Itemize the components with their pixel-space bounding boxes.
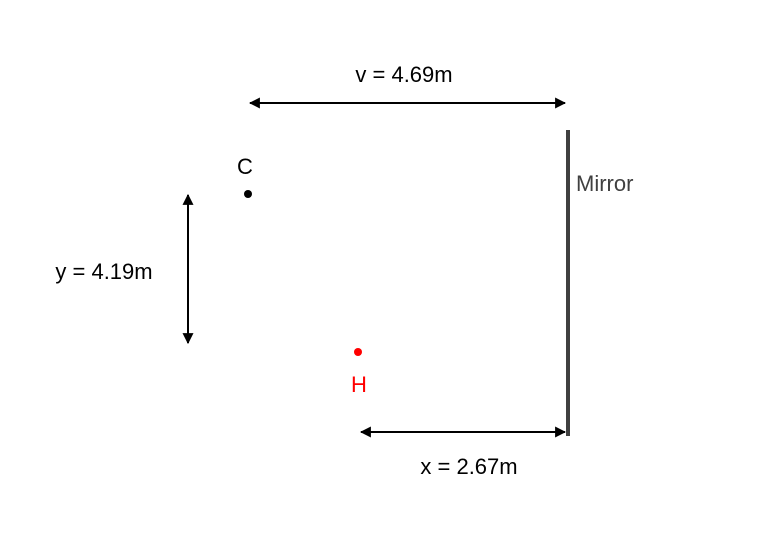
x-label: x = 2.67m bbox=[420, 454, 517, 479]
point-c-label: C bbox=[237, 154, 253, 179]
v-label: v = 4.69m bbox=[355, 62, 452, 87]
y-label: y = 4.19m bbox=[55, 259, 152, 284]
point-h-dot bbox=[354, 348, 362, 356]
mirror-label: Mirror bbox=[576, 171, 633, 196]
point-c-dot bbox=[244, 190, 252, 198]
point-h-label: H bbox=[351, 372, 367, 397]
